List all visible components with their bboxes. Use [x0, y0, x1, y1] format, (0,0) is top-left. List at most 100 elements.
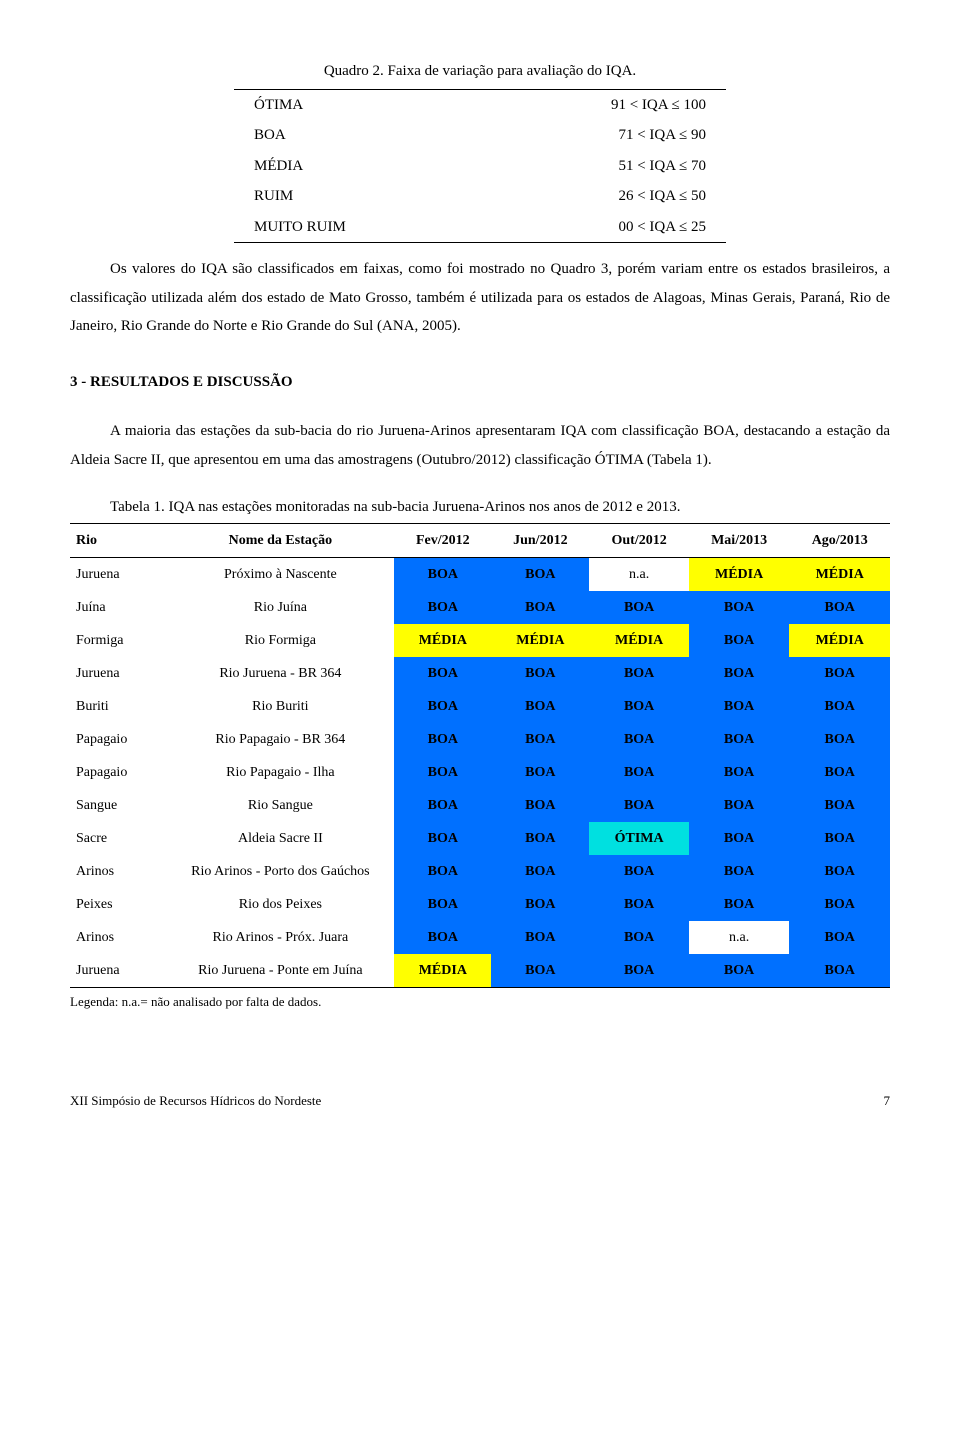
paragraph-results: A maioria das estações da sub-bacia do r… — [70, 417, 890, 474]
cell-value: BOA — [394, 557, 491, 591]
cell-value: MÉDIA — [789, 557, 890, 591]
cell-value: BOA — [491, 557, 589, 591]
cell-value: BOA — [789, 723, 890, 756]
tabela-data: Rio Nome da Estação Fev/2012 Jun/2012 Ou… — [70, 523, 890, 988]
cell-value: BOA — [589, 954, 688, 988]
cell-value: BOA — [491, 756, 589, 789]
cell-value: BOA — [689, 690, 790, 723]
col-fev2012: Fev/2012 — [394, 523, 491, 557]
cell-value: BOA — [394, 657, 491, 690]
cell-value: BOA — [589, 789, 688, 822]
cell-value: BOA — [689, 756, 790, 789]
quadro-table: ÓTIMA 91 < IQA ≤ 100 BOA 71 < IQA ≤ 90 M… — [234, 89, 726, 244]
cell-value: n.a. — [689, 921, 790, 954]
footer-page-number: 7 — [884, 1091, 891, 1111]
cell-value: BOA — [789, 855, 890, 888]
cell-value: BOA — [394, 921, 491, 954]
cell-rio: Papagaio — [70, 723, 166, 756]
cell-estacao: Rio Papagaio - Ilha — [166, 756, 394, 789]
col-ago2013: Ago/2013 — [789, 523, 890, 557]
cell-value: BOA — [589, 921, 688, 954]
cell-value: BOA — [491, 657, 589, 690]
cell-value: BOA — [689, 822, 790, 855]
cell-rio: Juruena — [70, 657, 166, 690]
cell-estacao: Rio Juruena - BR 364 — [166, 657, 394, 690]
quadro-cell-label: ÓTIMA — [234, 89, 477, 120]
cell-value: BOA — [394, 789, 491, 822]
cell-value: BOA — [589, 888, 688, 921]
cell-value: BOA — [589, 756, 688, 789]
cell-estacao: Aldeia Sacre II — [166, 822, 394, 855]
cell-estacao: Rio Buriti — [166, 690, 394, 723]
cell-value: MÉDIA — [689, 557, 790, 591]
cell-value: BOA — [394, 888, 491, 921]
cell-value: BOA — [789, 657, 890, 690]
cell-estacao: Rio Sangue — [166, 789, 394, 822]
cell-value: BOA — [789, 591, 890, 624]
cell-estacao: Rio dos Peixes — [166, 888, 394, 921]
cell-value: BOA — [491, 723, 589, 756]
cell-estacao: Rio Formiga — [166, 624, 394, 657]
cell-value: BOA — [394, 723, 491, 756]
cell-rio: Sacre — [70, 822, 166, 855]
cell-value: BOA — [491, 954, 589, 988]
cell-estacao: Próximo à Nascente — [166, 557, 394, 591]
cell-rio: Sangue — [70, 789, 166, 822]
footer-conference: XII Simpósio de Recursos Hídricos do Nor… — [70, 1091, 321, 1111]
cell-rio: Arinos — [70, 921, 166, 954]
cell-value: MÉDIA — [394, 954, 491, 988]
cell-value: BOA — [491, 690, 589, 723]
cell-estacao: Rio Arinos - Porto dos Gaúchos — [166, 855, 394, 888]
cell-value: BOA — [394, 756, 491, 789]
cell-value: BOA — [689, 855, 790, 888]
tabela-legend: Legenda: n.a.= não analisado por falta d… — [70, 992, 890, 1012]
cell-rio: Peixes — [70, 888, 166, 921]
quadro-cell-range: 51 < IQA ≤ 70 — [477, 151, 726, 182]
quadro-caption: Quadro 2. Faixa de variação para avaliaç… — [70, 60, 890, 83]
cell-value: BOA — [589, 690, 688, 723]
cell-value: BOA — [789, 954, 890, 988]
cell-value: BOA — [394, 690, 491, 723]
cell-rio: Papagaio — [70, 756, 166, 789]
cell-value: BOA — [394, 822, 491, 855]
cell-value: BOA — [789, 690, 890, 723]
cell-value: BOA — [689, 888, 790, 921]
cell-value: n.a. — [589, 557, 688, 591]
cell-value: BOA — [394, 591, 491, 624]
section-heading: 3 - RESULTADOS E DISCUSSÃO — [70, 371, 890, 394]
quadro-cell-range: 91 < IQA ≤ 100 — [477, 89, 726, 120]
cell-rio: Juruena — [70, 557, 166, 591]
cell-value: BOA — [491, 789, 589, 822]
cell-value: MÉDIA — [491, 624, 589, 657]
cell-value: BOA — [689, 624, 790, 657]
col-out2012: Out/2012 — [589, 523, 688, 557]
col-jun2012: Jun/2012 — [491, 523, 589, 557]
quadro-cell-range: 71 < IQA ≤ 90 — [477, 120, 726, 151]
cell-value: BOA — [589, 855, 688, 888]
quadro-cell-label: MÉDIA — [234, 151, 477, 182]
cell-value: BOA — [789, 822, 890, 855]
quadro-cell-range: 00 < IQA ≤ 25 — [477, 212, 726, 243]
cell-value: BOA — [689, 591, 790, 624]
cell-rio: Juruena — [70, 954, 166, 988]
col-mai2013: Mai/2013 — [689, 523, 790, 557]
cell-rio: Buriti — [70, 690, 166, 723]
cell-value: BOA — [789, 789, 890, 822]
cell-rio: Arinos — [70, 855, 166, 888]
quadro-cell-range: 26 < IQA ≤ 50 — [477, 181, 726, 212]
cell-value: BOA — [689, 789, 790, 822]
cell-value: BOA — [491, 855, 589, 888]
cell-value: BOA — [789, 756, 890, 789]
cell-value: BOA — [689, 954, 790, 988]
quadro-cell-label: MUITO RUIM — [234, 212, 477, 243]
quadro-cell-label: BOA — [234, 120, 477, 151]
cell-value: BOA — [789, 888, 890, 921]
cell-value: BOA — [589, 723, 688, 756]
cell-value: BOA — [491, 591, 589, 624]
cell-value: MÉDIA — [394, 624, 491, 657]
cell-value: ÓTIMA — [589, 822, 688, 855]
cell-estacao: Rio Arinos - Próx. Juara — [166, 921, 394, 954]
col-rio: Rio — [70, 523, 166, 557]
cell-value: BOA — [491, 921, 589, 954]
cell-estacao: Rio Juína — [166, 591, 394, 624]
